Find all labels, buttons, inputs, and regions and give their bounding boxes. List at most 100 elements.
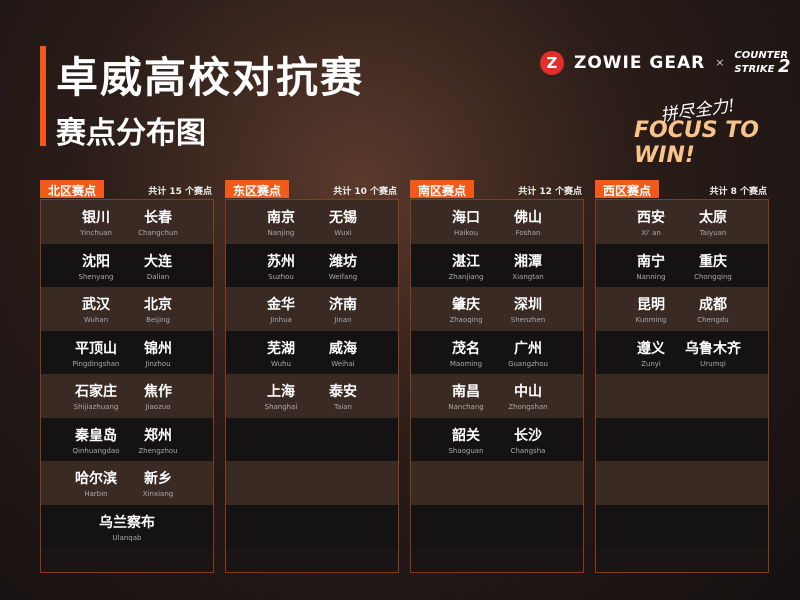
city-name: 昆明 [637,297,665,313]
city-name: 银川 [82,210,110,226]
city-name: 泰安 [329,384,357,400]
city-item: 新乡 Xinxiang [127,461,189,505]
city-item: 济南 Jinan [312,287,374,331]
city-pinyin: Zunyi [641,359,661,368]
city-pinyin: Jinhua [270,316,292,324]
city-item: 长沙 Changsha [497,418,559,462]
city-pinyin: Jiaozuo [145,403,171,411]
city-pinyin: Zhongshan [508,403,548,411]
region-tab: 东区赛点 [225,180,290,198]
city-item: 韶关 Shaoguan [435,418,497,462]
city-item: 南京 Nanjing [250,200,312,244]
city-item: 平顶山 Pingdingshan [65,331,127,375]
city-name: 太原 [699,210,727,226]
city-pinyin: Chongqing [694,272,732,281]
table-row: 石家庄 Shijiazhuang 焦作 Jiaozuo [41,374,213,418]
city-pinyin: Jinan [334,316,352,324]
cs2-logo: COUNTER STRIKE 2 [734,50,791,77]
city-name: 锦州 [144,340,172,357]
city-item: 焦作 Jiaozuo [127,374,189,418]
table-row: 遵义 Zunyi 乌鲁木齐 Urumqi [596,330,768,375]
city-pinyin: Shenzhen [510,316,546,324]
city-name: 南宁 [637,253,665,270]
table-row [226,461,398,505]
table-row: 南昌 Nanchang 中山 Zhongshan [411,374,583,418]
table-row [411,504,583,548]
city-item: 北京 Beijing [127,287,189,331]
city-item: 茂名 Maoming [435,331,497,375]
city-pinyin: Guangzhou [508,359,548,368]
region-panel: 南区赛点 共计 12 个赛点 海口 Haikou 佛山 Foshan 湛江 Zhanjiang… [410,180,584,573]
page-subtitle: 赛点分布图 [56,116,206,151]
region-panel: 西区赛点 共计 8 个赛点 西安 Xi' an 太原 Taiyuan 南宁 Nanning 重庆… [595,180,769,573]
city-item: 重庆 Chongqing [682,244,744,288]
city-item: 南昌 Nanchang [435,374,497,418]
table-row: 秦皇岛 Qinhuangdao 郑州 Zhengzhou [41,417,213,462]
city-item: 昆明 Kunming [620,287,682,331]
city-name: 无锡 [329,210,357,226]
city-item: 威海 Weihai [312,331,374,375]
table-row: 上海 Shanghai 泰安 Taian [226,374,398,418]
table-row: 肇庆 Zhaoqing 深圳 Shenzhen [411,287,583,331]
region-panel: 北区赛点 共计 15 个赛点 银川 Yinchuan 长春 Changchun 沈阳 Shen… [40,180,214,573]
city-name: 上海 [267,384,295,400]
city-item: 遵义 Zunyi [620,331,682,375]
page-title: 卓威高校对抗赛 [56,53,365,102]
city-pinyin: Shanghai [264,403,298,411]
region-count: 共计 12 个赛点 [518,187,582,197]
city-name: 长沙 [514,427,542,444]
city-pinyin: Shijiazhuang [73,403,119,411]
city-name: 哈尔滨 [75,471,117,487]
zowie-logo-icon: Z [540,50,564,75]
city-pinyin: Taian [333,403,353,411]
region-tab: 西区赛点 [595,180,660,198]
brand-name: ZOWIE GEAR [574,52,706,73]
city-item: 哈尔滨 Harbin [65,461,127,505]
city-name: 茂名 [452,340,480,357]
city-item: 秦皇岛 Qinhuangdao [65,418,127,462]
city-name: 乌鲁木齐 [685,340,741,357]
city-pinyin: Pingdingshan [72,359,120,368]
city-item: 沈阳 Shenyang [65,244,127,288]
table-row [226,417,398,461]
city-name: 海口 [452,210,480,226]
city-pinyin: Maoming [449,359,483,368]
city-item: 广州 Guangzhou [497,331,559,375]
city-item: 金华 Jinhua [250,287,312,331]
table-row: 昆明 Kunming 成都 Chengdu [596,287,768,331]
city-item: 乌鲁木齐 Urumqi [682,331,744,375]
times-sign: × [715,56,725,69]
city-list: 银川 Yinchuan 长春 Changchun 沈阳 Shenyang 大连 Dalian 武… [40,199,214,573]
city-name: 广州 [514,340,542,357]
city-name: 北京 [144,297,172,313]
city-name: 乌兰察布 [99,514,155,531]
city-pinyin: Beijing [146,316,170,324]
table-row: 芜湖 Wuhu 威海 Weihai [226,330,398,375]
city-pinyin: Harbin [84,490,108,498]
city-item: 南宁 Nanning [620,244,682,288]
city-pinyin: Foshan [515,229,541,237]
city-pinyin: Weihai [331,359,355,368]
city-pinyin: Xi' an [641,229,661,237]
city-name: 遵义 [637,340,665,357]
city-pinyin: Chengdu [697,316,729,324]
city-pinyin: Shenyang [78,272,114,281]
city-pinyin: Nanjing [267,229,295,237]
city-pinyin: Wuhan [83,316,109,324]
city-name: 南京 [267,210,295,226]
table-row [596,504,768,548]
city-list: 西安 Xi' an 太原 Taiyuan 南宁 Nanning 重庆 Chongqing 昆明 K… [595,199,769,573]
table-row: 武汉 Wuhan 北京 Beijing [41,287,213,331]
city-pinyin: Nanchang [448,403,484,411]
table-row: 南京 Nanjing 无锡 Wuxi [226,200,398,244]
city-name: 金华 [267,297,295,313]
region-tab: 北区赛点 [40,180,105,198]
city-name: 新乡 [144,471,172,487]
city-name: 秦皇岛 [75,427,117,444]
city-list: 海口 Haikou 佛山 Foshan 湛江 Zhanjiang 湘潭 Xiangtan 肇庆 Z… [410,199,584,573]
table-row: 银川 Yinchuan 长春 Changchun [41,200,213,244]
table-row [411,461,583,505]
city-pinyin: Shaoguan [448,446,484,455]
city-name: 大连 [144,253,172,270]
city-name: 威海 [329,340,357,357]
